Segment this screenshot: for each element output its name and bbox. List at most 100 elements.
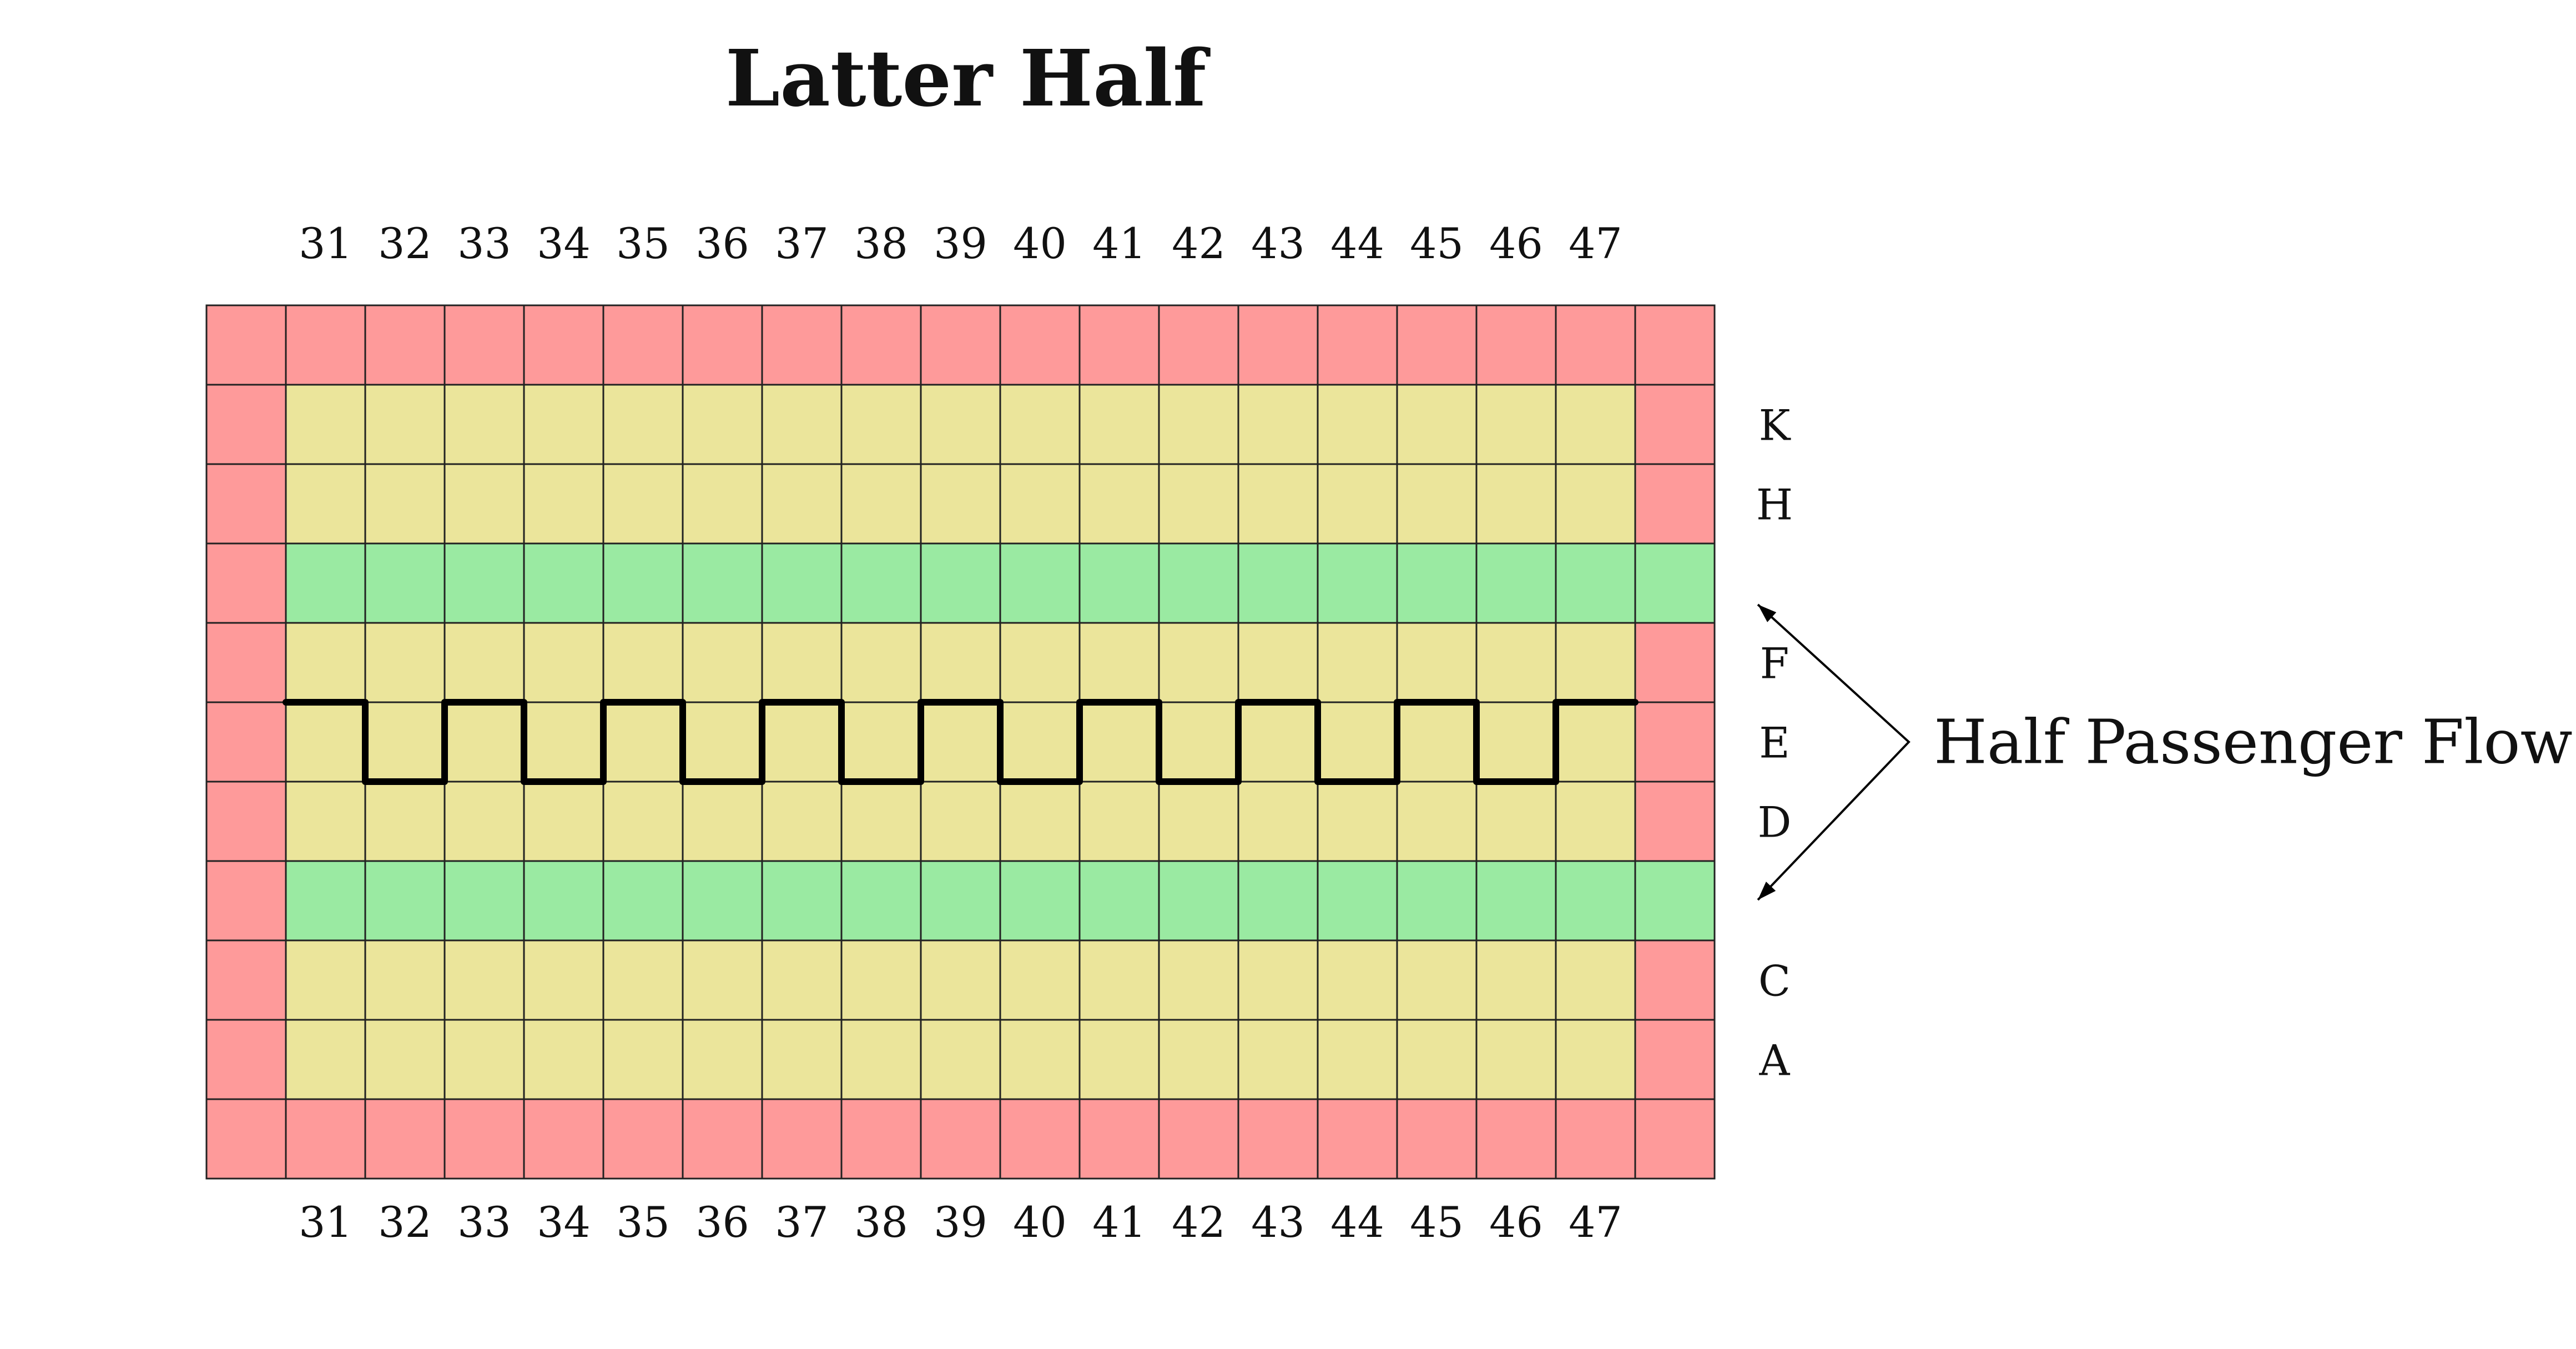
column-label-bottom: 33 <box>457 1197 511 1247</box>
seat-cell <box>1237 384 1319 465</box>
seat-cell <box>285 939 366 1021</box>
seat-cell <box>1158 781 1239 862</box>
wall-cell <box>205 304 287 386</box>
aisle-cell <box>1396 542 1478 624</box>
wall-cell <box>1158 304 1239 386</box>
seat-cell <box>523 939 604 1021</box>
wall-cell <box>205 1019 287 1100</box>
aisle-cell <box>682 542 763 624</box>
row-label: E <box>1759 718 1789 768</box>
column-label-top: 38 <box>854 219 908 268</box>
aisle-cell <box>602 542 684 624</box>
wall-cell <box>1237 1098 1319 1180</box>
seat-cell <box>682 463 763 545</box>
column-label-top: 42 <box>1172 219 1226 268</box>
seat-cell <box>364 781 446 862</box>
seat-cell <box>1078 939 1160 1021</box>
seat-cell <box>1396 781 1478 862</box>
seat-cell <box>761 384 843 465</box>
wall-cell <box>1555 304 1636 386</box>
wall-cell <box>205 701 287 783</box>
column-label-top: 35 <box>616 219 670 268</box>
aisle-cell <box>1317 542 1398 624</box>
wall-cell <box>761 1098 843 1180</box>
seat-cell <box>285 622 366 703</box>
seat-cell <box>443 701 525 783</box>
seat-cell <box>443 463 525 545</box>
aisle-cell <box>920 860 1001 942</box>
seat-cell <box>1475 384 1557 465</box>
seat-cell <box>1078 463 1160 545</box>
column-label-top: 45 <box>1410 219 1464 268</box>
aisle-cell <box>364 860 446 942</box>
column-label-top: 31 <box>299 219 352 268</box>
seat-cell <box>285 384 366 465</box>
seat-cell <box>1555 781 1636 862</box>
seat-cell <box>682 622 763 703</box>
seat-cell <box>999 384 1081 465</box>
seat-cell <box>285 701 366 783</box>
column-labels-top: 31 32 33 34 35 36 37 38 39 40 41 42 43 44 45 46 47 <box>299 219 1622 268</box>
wall-cell <box>205 781 287 862</box>
seat-cell <box>1158 701 1239 783</box>
seat-cell <box>1475 622 1557 703</box>
row-label: C <box>1758 957 1791 1006</box>
wall-cell <box>602 304 684 386</box>
aisle-cell <box>1317 860 1398 942</box>
column-label-bottom: 40 <box>1013 1197 1067 1247</box>
seat-cell <box>1396 463 1478 545</box>
seat-cell <box>1475 781 1557 862</box>
column-labels-bottom: 31 32 33 34 35 36 37 38 39 40 41 42 43 44 45 46 47 <box>299 1197 1622 1247</box>
flow-label: Half Passenger Flow <box>1934 707 2573 778</box>
aisle-cell <box>523 542 604 624</box>
seat-cell <box>1237 1019 1319 1100</box>
wall-cell <box>443 304 525 386</box>
wall-cell <box>682 304 763 386</box>
seat-cell <box>920 1019 1001 1100</box>
seat-cell <box>1078 701 1160 783</box>
wall-cell <box>1634 304 1716 386</box>
seat-cell <box>443 781 525 862</box>
seat-cell <box>523 463 604 545</box>
seat-cell <box>523 622 604 703</box>
seat-cell <box>1317 701 1398 783</box>
seat-cell <box>761 463 843 545</box>
seat-cell <box>602 1019 684 1100</box>
seat-cell <box>1078 1019 1160 1100</box>
column-label-bottom: 37 <box>775 1197 829 1247</box>
seat-cell <box>1237 463 1319 545</box>
column-label-top: 33 <box>457 219 511 268</box>
seat-cell <box>364 939 446 1021</box>
seat-cell <box>840 384 922 465</box>
column-label-bottom: 31 <box>299 1197 352 1247</box>
seat-cell <box>682 1019 763 1100</box>
seat-cell <box>602 463 684 545</box>
seat-cell <box>1158 1019 1239 1100</box>
aisle-cell <box>920 542 1001 624</box>
seat-cell <box>443 384 525 465</box>
seat-cell <box>1317 781 1398 862</box>
aisle-cell <box>1158 860 1239 942</box>
aisle-cell <box>1555 860 1636 942</box>
aisle-cell <box>1158 542 1239 624</box>
seat-cell <box>761 622 843 703</box>
seat-cell <box>840 939 922 1021</box>
seat-cell <box>1237 939 1319 1021</box>
seat-cell <box>523 384 604 465</box>
wall-cell <box>205 463 287 545</box>
wall-cell <box>1634 463 1716 545</box>
aisle-cell <box>1634 542 1716 624</box>
aisle-cell <box>1078 860 1160 942</box>
wall-cell <box>205 860 287 942</box>
wall-cell <box>999 304 1081 386</box>
row-label: A <box>1759 1036 1791 1085</box>
seat-cell <box>602 622 684 703</box>
seat-cell <box>682 781 763 862</box>
wall-cell <box>1634 1019 1716 1100</box>
aisle-cell <box>285 542 366 624</box>
wall-cell <box>1158 1098 1239 1180</box>
wall-cell <box>761 304 843 386</box>
aisle-cell <box>1634 860 1716 942</box>
column-label-top: 44 <box>1330 219 1384 268</box>
aisle-cell <box>523 860 604 942</box>
